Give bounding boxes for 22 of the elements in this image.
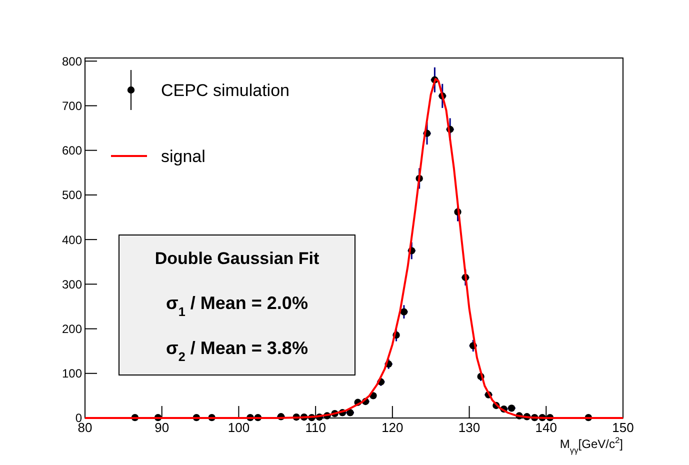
x-tick-label: 130 (458, 420, 480, 435)
y-tick-label: 400 (62, 232, 82, 247)
y-tick-label: 300 (62, 277, 82, 292)
y-tick-label: 100 (62, 366, 82, 381)
annotation: Double Gaussian Fit (154, 249, 320, 268)
y-tick-label: 700 (62, 98, 82, 113)
x-tick-label: 110 (305, 420, 326, 435)
x-tick-label: 100 (228, 420, 250, 435)
text-box: Double Gaussian Fit σ$_{1}$ / Mean = 2.0% σ$_{2}$ / Mean = 3.8% (118, 234, 356, 376)
y-tick-label: 200 (62, 322, 82, 336)
y-tick-label: 500 (62, 188, 82, 202)
x-tick-label: 150 (612, 420, 634, 435)
x-axis-title: M$_{γγ}$[GeV/c$^{2}$] (560, 435, 623, 455)
legend-label: CEPC simulation (161, 80, 290, 100)
y-tick-label: 600 (62, 144, 82, 158)
x-tick-label: 90 (154, 420, 170, 435)
y-tick-label: 800 (62, 54, 82, 68)
x-tick-label: 120 (382, 420, 404, 435)
annotation: σ$_{1}$ / Mean = 2.0% (166, 293, 308, 319)
annotation: σ$_{2}$ / Mean = 3.8% (166, 338, 308, 364)
x-tick-label: 140 (535, 420, 557, 435)
legend-label: signal (161, 146, 206, 166)
